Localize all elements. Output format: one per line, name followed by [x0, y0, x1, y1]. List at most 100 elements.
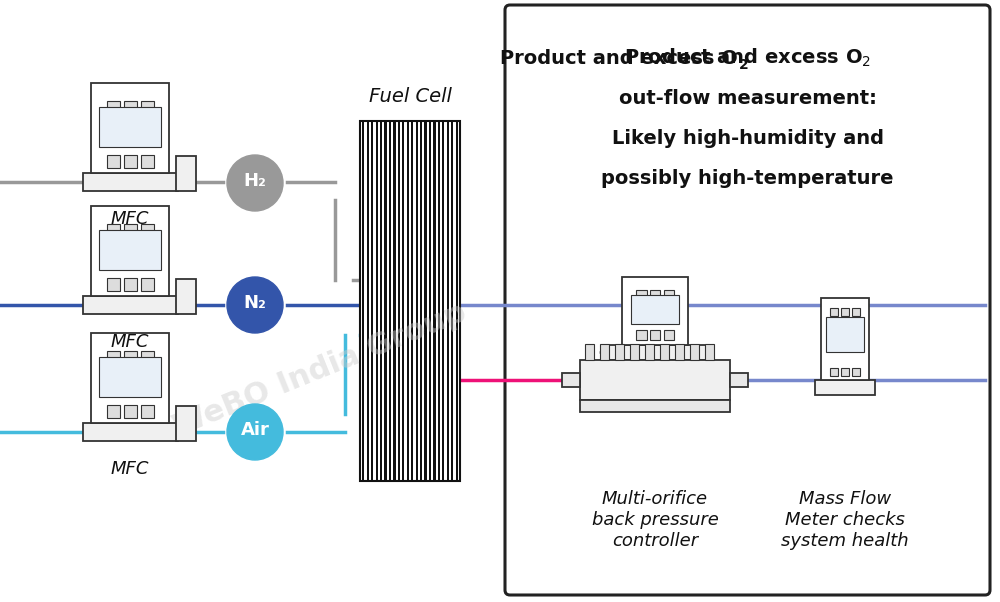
Bar — [106, 351, 120, 364]
Bar — [140, 224, 154, 237]
Text: MFC: MFC — [111, 210, 149, 228]
Bar — [690, 344, 699, 360]
Bar — [106, 278, 120, 291]
Text: Multi-orifice
back pressure
controller: Multi-orifice back pressure controller — [592, 490, 718, 550]
Bar — [411, 121, 413, 481]
Bar — [580, 360, 730, 400]
Bar — [451, 121, 453, 481]
Text: MFC: MFC — [111, 460, 149, 478]
Text: 2: 2 — [738, 58, 748, 72]
Bar — [124, 351, 136, 364]
Circle shape — [227, 404, 283, 460]
Bar — [82, 423, 178, 441]
Bar — [600, 344, 609, 360]
Text: possibly high-temperature: possibly high-temperature — [601, 169, 894, 187]
Bar — [140, 278, 154, 291]
Bar — [376, 121, 378, 481]
Bar — [362, 121, 364, 481]
Text: Likely high-humidity and: Likely high-humidity and — [612, 128, 884, 147]
Text: WeBO India Group: WeBO India Group — [169, 298, 471, 442]
Bar — [630, 344, 639, 360]
Text: Product and excess O$_2$: Product and excess O$_2$ — [624, 47, 871, 69]
Bar — [106, 405, 120, 418]
Bar — [622, 277, 688, 345]
Bar — [91, 83, 169, 173]
Text: MFC: MFC — [111, 333, 149, 351]
Bar — [584, 344, 594, 360]
Bar — [384, 121, 387, 481]
FancyBboxPatch shape — [99, 357, 161, 397]
Text: Product and excess O: Product and excess O — [500, 49, 738, 67]
Bar — [614, 344, 624, 360]
Bar — [650, 330, 660, 341]
Bar — [140, 101, 154, 114]
Circle shape — [227, 155, 283, 211]
Bar — [176, 406, 196, 441]
Bar — [830, 308, 838, 316]
Bar — [821, 297, 869, 380]
Bar — [580, 400, 730, 412]
Bar — [140, 405, 154, 418]
Bar — [429, 121, 431, 481]
Bar — [447, 121, 449, 481]
Bar — [438, 121, 440, 481]
Bar — [704, 344, 714, 360]
Text: H₂: H₂ — [244, 172, 266, 190]
Bar — [140, 351, 154, 364]
Bar — [360, 121, 460, 481]
Bar — [841, 368, 849, 376]
Bar — [841, 308, 849, 316]
FancyBboxPatch shape — [505, 5, 990, 595]
Bar — [650, 290, 660, 300]
Bar — [124, 224, 136, 237]
Bar — [176, 279, 196, 314]
Bar — [398, 121, 400, 481]
Text: out-flow measurement:: out-flow measurement: — [619, 88, 876, 108]
Bar — [402, 121, 404, 481]
Bar — [124, 155, 136, 168]
Bar — [416, 121, 418, 481]
Text: Mass Flow
Meter checks
system health: Mass Flow Meter checks system health — [781, 490, 909, 550]
Bar — [124, 101, 136, 114]
FancyBboxPatch shape — [99, 230, 161, 270]
Bar — [852, 308, 860, 316]
Bar — [380, 121, 382, 481]
Circle shape — [227, 277, 283, 333]
Bar — [424, 121, 427, 481]
Bar — [82, 173, 178, 191]
Bar — [664, 330, 674, 341]
Bar — [830, 368, 838, 376]
Bar — [407, 121, 409, 481]
Bar — [367, 121, 369, 481]
Text: Fuel Cell: Fuel Cell — [369, 87, 451, 106]
Bar — [644, 344, 654, 360]
Bar — [420, 121, 422, 481]
Bar — [664, 290, 674, 300]
Bar — [674, 344, 684, 360]
Text: N₂: N₂ — [244, 294, 266, 312]
Bar — [562, 373, 580, 387]
Bar — [91, 206, 169, 296]
Bar — [393, 121, 396, 481]
Bar — [442, 121, 444, 481]
Bar — [815, 380, 875, 395]
Bar — [82, 296, 178, 314]
Bar — [91, 333, 169, 423]
Bar — [389, 121, 391, 481]
Text: Air: Air — [241, 421, 269, 439]
Bar — [124, 278, 136, 291]
Bar — [106, 101, 120, 114]
Bar — [636, 330, 646, 341]
Bar — [433, 121, 436, 481]
Bar — [852, 368, 860, 376]
Bar — [660, 344, 669, 360]
FancyBboxPatch shape — [631, 295, 679, 324]
Bar — [106, 155, 120, 168]
Bar — [124, 405, 136, 418]
Bar — [371, 121, 373, 481]
Bar — [176, 156, 196, 191]
FancyBboxPatch shape — [99, 107, 161, 147]
Bar — [730, 373, 748, 387]
Bar — [106, 224, 120, 237]
FancyBboxPatch shape — [826, 317, 864, 352]
